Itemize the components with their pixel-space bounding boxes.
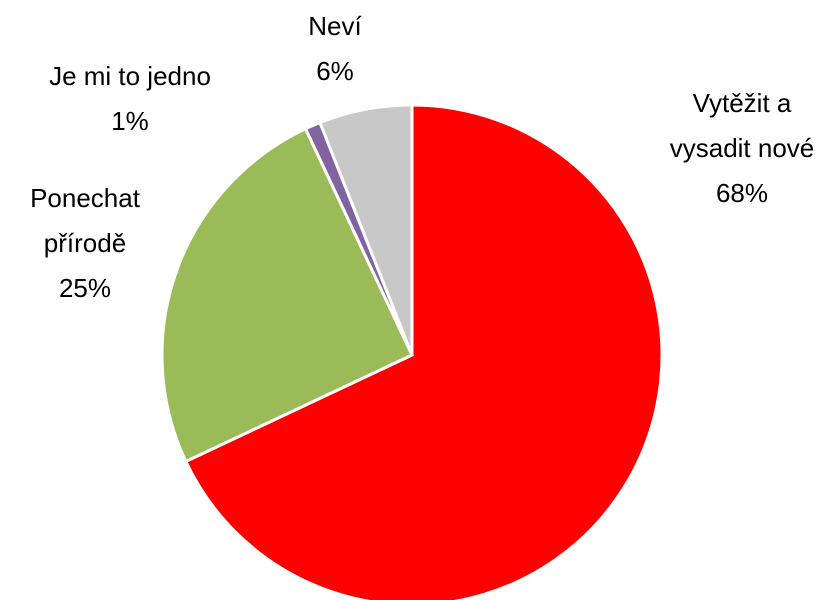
pie-slice <box>160 126 414 464</box>
value-label: 25% <box>59 273 111 303</box>
label-line: přírodě <box>44 228 126 258</box>
slice-label: Ponechat přírodě <box>30 183 141 258</box>
label-line: Ponechat <box>30 183 141 213</box>
slice-label: Neví <box>308 11 362 41</box>
pie-slice <box>183 103 664 600</box>
label-line: Neví <box>308 11 362 41</box>
label-line: Je mi to jedno <box>49 61 211 91</box>
value-label: 6% <box>316 56 354 86</box>
value-label: 1% <box>111 106 149 136</box>
label-line: vysadit nové <box>670 133 815 163</box>
pie-slice <box>318 103 414 356</box>
label-line: Vytěžit a <box>693 88 792 118</box>
value-label: 68% <box>716 178 768 208</box>
slice-label: Vytěžit a vysadit nové <box>670 88 815 163</box>
slice-label: Je mi to jedno <box>49 61 211 91</box>
